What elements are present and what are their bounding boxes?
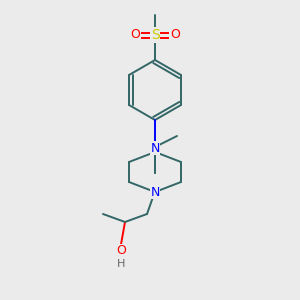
- Text: O: O: [116, 244, 126, 257]
- Text: H: H: [117, 259, 125, 269]
- Text: N: N: [150, 142, 160, 154]
- Text: S: S: [151, 28, 159, 42]
- Text: O: O: [130, 28, 140, 41]
- Text: O: O: [170, 28, 180, 41]
- Text: N: N: [150, 185, 160, 199]
